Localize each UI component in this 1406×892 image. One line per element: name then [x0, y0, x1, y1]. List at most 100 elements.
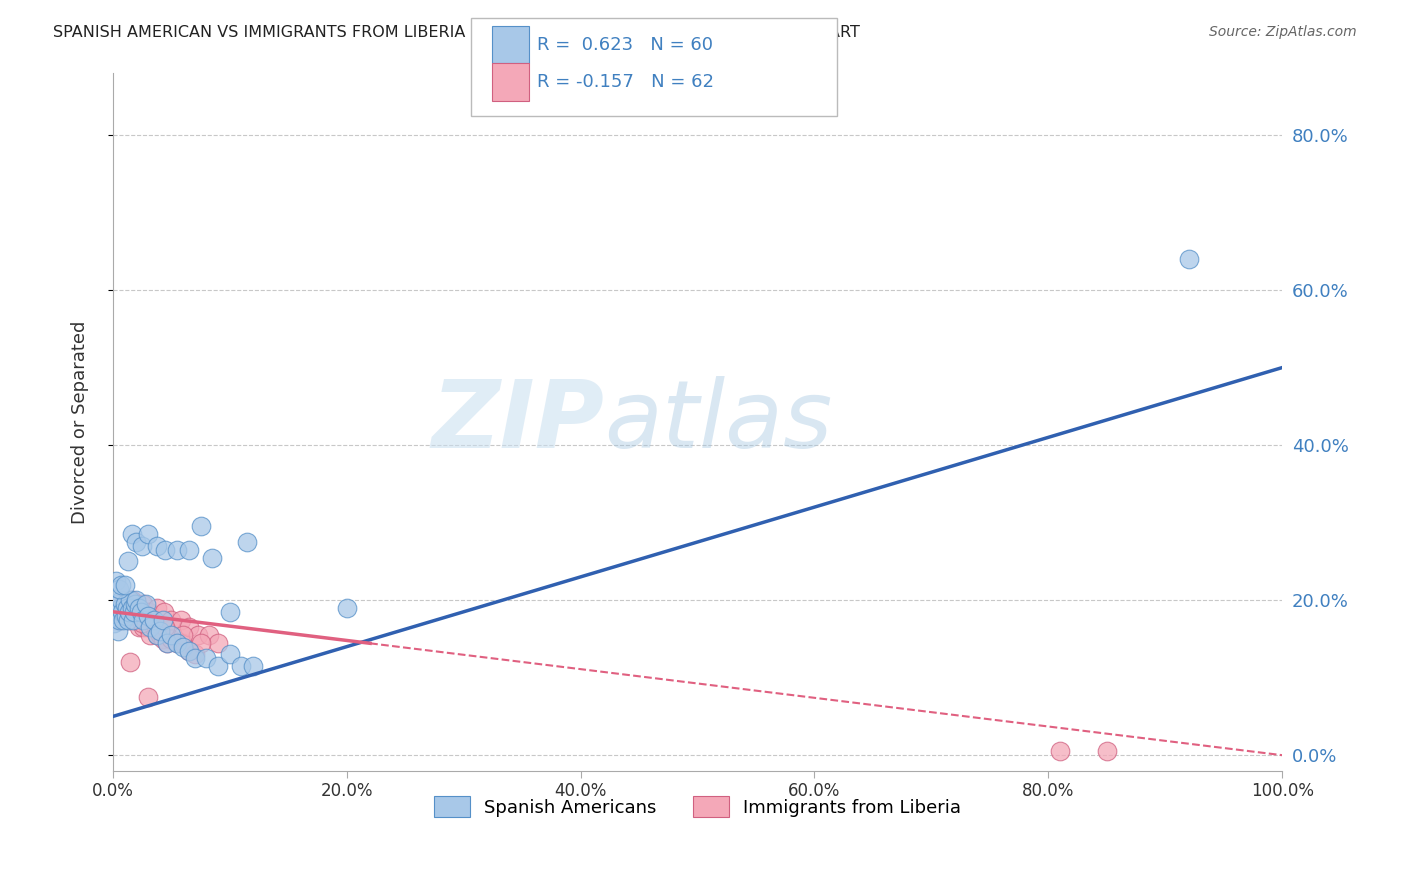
- Text: ZIP: ZIP: [432, 376, 605, 467]
- Point: [136, 620, 159, 634]
- Legend: Spanish Americans, Immigrants from Liberia: Spanish Americans, Immigrants from Liber…: [426, 789, 969, 824]
- Point: [136, 690, 159, 704]
- Point: [170, 613, 193, 627]
- Point: [149, 624, 172, 639]
- Point: [172, 628, 194, 642]
- Point: [114, 600, 136, 615]
- Point: [121, 600, 143, 615]
- Point: [107, 608, 129, 623]
- Point: [183, 651, 205, 665]
- Point: [107, 624, 129, 639]
- Point: [131, 539, 153, 553]
- Point: [121, 527, 143, 541]
- Point: [122, 605, 145, 619]
- Point: [112, 597, 135, 611]
- Point: [117, 613, 139, 627]
- Point: [197, 628, 219, 642]
- Point: [121, 597, 143, 611]
- Point: [105, 574, 128, 588]
- Point: [166, 636, 188, 650]
- Point: [105, 600, 128, 615]
- Point: [110, 593, 132, 607]
- Point: [108, 605, 131, 619]
- Point: [118, 605, 141, 619]
- Point: [128, 600, 150, 615]
- Point: [124, 613, 146, 627]
- Point: [108, 600, 131, 615]
- Point: [117, 554, 139, 568]
- Point: [187, 628, 209, 642]
- Point: [115, 597, 138, 611]
- Y-axis label: Divorced or Separated: Divorced or Separated: [72, 320, 89, 524]
- Point: [177, 643, 200, 657]
- Point: [129, 613, 152, 627]
- Point: [108, 613, 131, 627]
- Point: [190, 636, 212, 650]
- Point: [104, 608, 127, 623]
- Point: [142, 613, 165, 627]
- Point: [132, 613, 155, 627]
- Point: [195, 651, 218, 665]
- Text: R = -0.157   N = 62: R = -0.157 N = 62: [537, 73, 714, 91]
- Point: [155, 620, 177, 634]
- Point: [146, 628, 169, 642]
- Point: [121, 613, 143, 627]
- Point: [103, 616, 125, 631]
- Point: [128, 620, 150, 634]
- Point: [1049, 744, 1071, 758]
- Point: [201, 550, 224, 565]
- Point: [131, 616, 153, 631]
- Point: [110, 577, 132, 591]
- Point: [120, 655, 142, 669]
- Point: [136, 608, 159, 623]
- Point: [125, 608, 148, 623]
- Point: [218, 648, 240, 662]
- Point: [115, 600, 138, 615]
- Point: [118, 605, 141, 619]
- Point: [139, 628, 162, 642]
- Point: [177, 620, 200, 634]
- Point: [132, 620, 155, 634]
- Point: [242, 659, 264, 673]
- Point: [166, 542, 188, 557]
- Point: [236, 535, 259, 549]
- Point: [120, 593, 142, 607]
- Point: [1095, 744, 1118, 758]
- Point: [114, 577, 136, 591]
- Point: [104, 600, 127, 615]
- Point: [135, 597, 157, 611]
- Point: [107, 597, 129, 611]
- Point: [183, 648, 205, 662]
- Point: [112, 613, 135, 627]
- Point: [132, 597, 155, 611]
- Point: [121, 593, 143, 607]
- Point: [177, 542, 200, 557]
- Point: [207, 636, 229, 650]
- Point: [1177, 252, 1199, 266]
- Point: [218, 605, 240, 619]
- Point: [110, 605, 132, 619]
- Point: [112, 605, 135, 619]
- Point: [111, 608, 134, 623]
- Text: R =  0.623   N = 60: R = 0.623 N = 60: [537, 36, 713, 54]
- Point: [142, 620, 165, 634]
- Point: [136, 527, 159, 541]
- Point: [124, 597, 146, 611]
- Point: [105, 597, 128, 611]
- Point: [153, 605, 176, 619]
- Point: [160, 628, 183, 642]
- Point: [160, 613, 183, 627]
- Point: [177, 643, 200, 657]
- Point: [120, 605, 142, 619]
- Point: [231, 659, 253, 673]
- Point: [107, 613, 129, 627]
- Point: [121, 613, 143, 627]
- Point: [172, 640, 194, 654]
- Point: [155, 542, 177, 557]
- Point: [156, 636, 179, 650]
- Point: [149, 628, 172, 642]
- Point: [115, 597, 138, 611]
- Text: atlas: atlas: [605, 376, 832, 467]
- Point: [125, 535, 148, 549]
- Point: [114, 608, 136, 623]
